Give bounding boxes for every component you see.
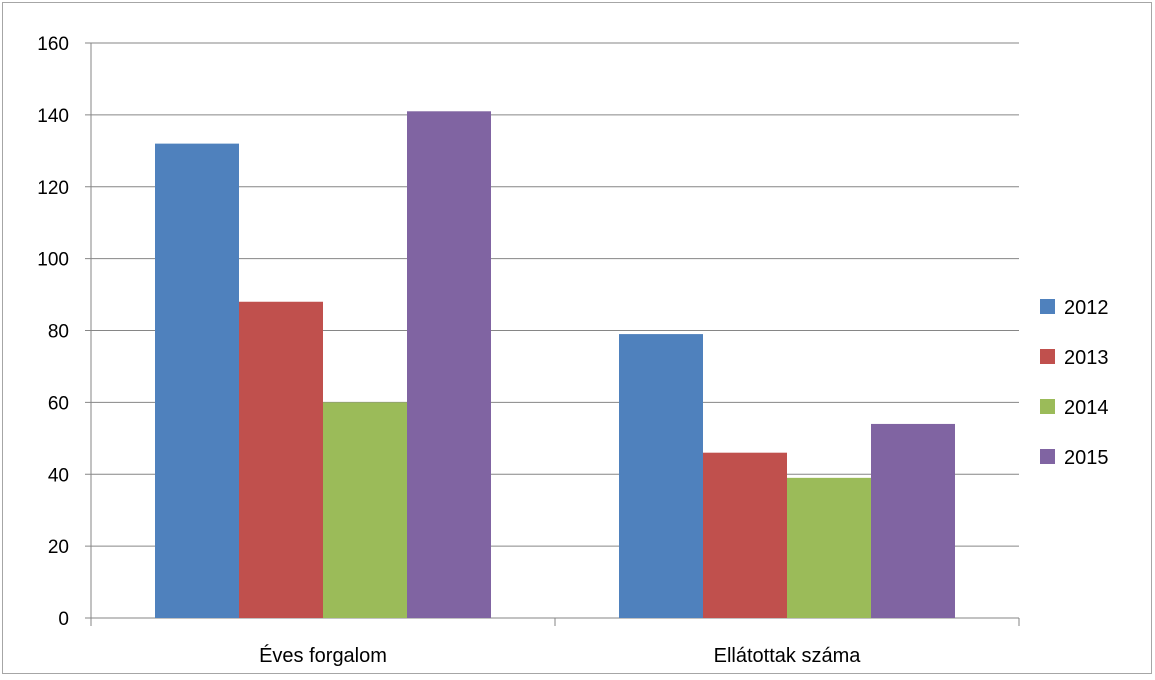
legend-swatch-2015 bbox=[1040, 449, 1055, 464]
bar-chart: 0 20 40 60 80 100 120 140 160 Éves forgalom Elláto… bbox=[37, 34, 1109, 667]
bar-2015-0 bbox=[407, 111, 491, 618]
x-category-label: Éves forgalom bbox=[259, 644, 387, 667]
legend-swatch-2012 bbox=[1040, 299, 1055, 314]
axis-labels: 0 20 40 60 80 100 120 140 160 Éves forgalom Elláto… bbox=[37, 34, 861, 667]
bar-2014-0 bbox=[323, 402, 407, 618]
legend: 2012 2013 2014 2015 bbox=[1040, 297, 1109, 469]
y-tick-label: 120 bbox=[37, 178, 69, 199]
legend-swatch-2014 bbox=[1040, 399, 1055, 414]
bar-2013-1 bbox=[703, 452, 787, 618]
y-tick-label: 40 bbox=[48, 465, 69, 486]
y-tick-label: 20 bbox=[48, 537, 69, 558]
legend-label-2012: 2012 bbox=[1064, 297, 1109, 319]
bars bbox=[155, 111, 955, 618]
y-tick-label: 60 bbox=[48, 393, 69, 414]
x-category-label: Ellátottak száma bbox=[714, 645, 862, 667]
bar-2012-1 bbox=[619, 334, 703, 618]
bar-2015-1 bbox=[871, 423, 955, 618]
y-tick-label: 160 bbox=[37, 34, 69, 55]
legend-swatch-2013 bbox=[1040, 349, 1055, 364]
y-tick-label: 100 bbox=[37, 250, 69, 271]
legend-label-2015: 2015 bbox=[1064, 447, 1109, 469]
y-tick-label: 140 bbox=[37, 106, 69, 127]
bar-2013-0 bbox=[239, 301, 323, 618]
legend-label-2013: 2013 bbox=[1064, 347, 1109, 369]
bar-2012-0 bbox=[155, 143, 239, 618]
y-tick-label: 80 bbox=[48, 322, 69, 343]
y-tick-label: 0 bbox=[58, 609, 69, 630]
bar-2014-1 bbox=[787, 477, 871, 618]
legend-label-2014: 2014 bbox=[1064, 397, 1109, 419]
